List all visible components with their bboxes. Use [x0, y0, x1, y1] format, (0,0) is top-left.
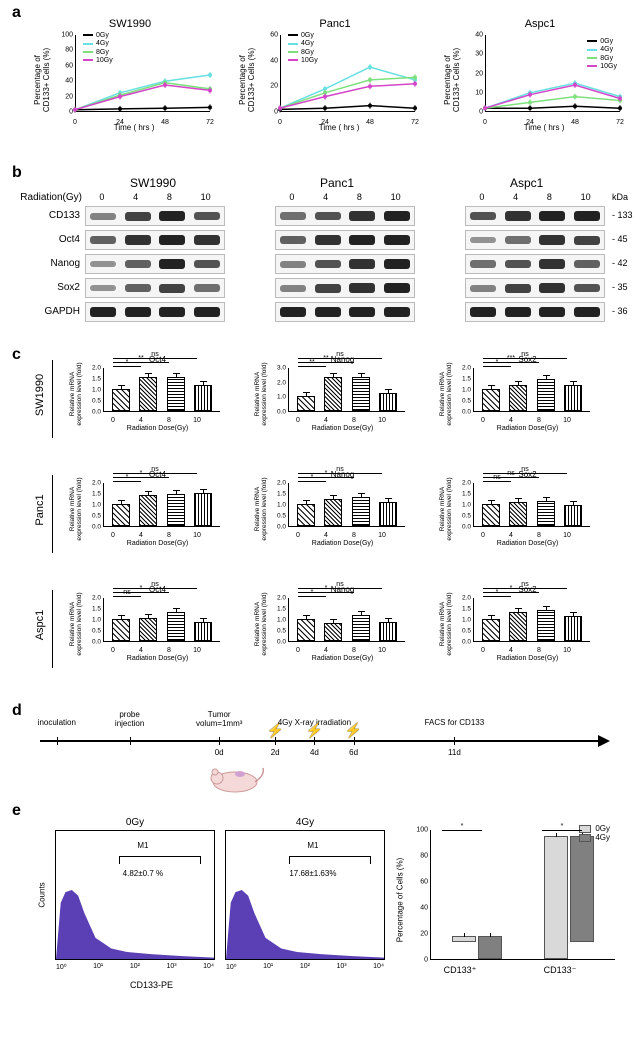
barchart-aspc1-oct4: Oct4Relative mRNA expression level (fold…: [75, 590, 225, 660]
kda-header: kDa: [612, 192, 628, 202]
wb-band-panc1-sox2: [275, 278, 415, 298]
wb-row-label-cd133: CD133: [30, 210, 80, 221]
wb-band-sw1990-sox2: [85, 278, 225, 298]
bolt-icon: ⚡: [345, 722, 362, 739]
cd133-group-1: CD133⁻: [544, 965, 577, 976]
facs-0gy: 0GyM14.82±0.7 %Counts10⁰10¹10²10³10⁴: [55, 830, 215, 960]
cd133-barchart: Percentage of Cells (%) 0Gy4Gy CD133⁺*CD…: [400, 820, 620, 980]
wb-band-aspc1-oct4: [465, 230, 605, 250]
kda-36: - 36: [612, 306, 628, 316]
kda-35: - 35: [612, 282, 628, 292]
barchart-panc1-nanog: NanogRelative mRNA expression level (fol…: [260, 475, 410, 545]
wb-band-panc1-cd133: [275, 206, 415, 226]
facs-4gy: 4GyM117.68±1.63%10⁰10¹10²10³10⁴: [225, 830, 385, 960]
panel-d-label: d: [12, 702, 22, 720]
wb-band-aspc1-cd133: [465, 206, 605, 226]
wb-band-sw1990-cd133: [85, 206, 225, 226]
timeline: inoculation probe injection Tumor volum=1m…: [40, 710, 610, 770]
panel-e-label: e: [12, 802, 21, 820]
linechart-aspc1: Aspc1Percentage of CD133+ Cells (%)Time …: [455, 30, 625, 130]
cd133-group-0: CD133⁺: [444, 965, 477, 976]
barchart-sw1990-nanog: NanogRelative mRNA expression level (fol…: [260, 360, 410, 430]
row-label-sw1990: SW1990: [34, 374, 46, 416]
timeline-label: probe injection: [115, 710, 144, 728]
barchart-panc1-oct4: Oct4Relative mRNA expression level (fold…: [75, 475, 225, 545]
wb-row-label-oct4: Oct4: [30, 234, 80, 245]
wb-band-aspc1-nanog: [465, 254, 605, 274]
panel-a-label: a: [12, 4, 21, 22]
wb-row-label-sox2: Sox2: [30, 282, 80, 293]
timeline-label: Tumor volum=1mm³: [196, 710, 242, 728]
kda-42: - 42: [612, 258, 628, 268]
wb-band-sw1990-nanog: [85, 254, 225, 274]
barchart-sw1990-sox2: Sox2Relative mRNA expression level (fold…: [445, 360, 595, 430]
cd133-bar-ylabel: Percentage of Cells (%): [396, 858, 405, 942]
barchart-aspc1-sox2: Sox2Relative mRNA expression level (fold…: [445, 590, 595, 660]
wb-band-panc1-oct4: [275, 230, 415, 250]
wb-lanes-aspc1: 04810: [465, 192, 605, 202]
timeline-day: 2d: [271, 748, 280, 757]
wb-band-sw1990-gapdh: [85, 302, 225, 322]
timeline-label: FACS for CD133: [425, 718, 485, 727]
barchart-aspc1-nanog: NanogRelative mRNA expression level (fol…: [260, 590, 410, 660]
kda-45: - 45: [612, 234, 628, 244]
legend-item: 4Gy: [579, 833, 610, 842]
panel-c-label: c: [12, 346, 21, 364]
linechart-sw1990: SW1990Percentage of CD133+ Cells (%)Time…: [45, 30, 215, 130]
wb-row-label-gapdh: GAPDH: [30, 306, 80, 317]
wb-band-panc1-gapdh: [275, 302, 415, 322]
wb-lanes-panc1: 04810: [275, 192, 415, 202]
wb-title-sw1990: SW1990: [130, 176, 176, 190]
wb-band-panc1-nanog: [275, 254, 415, 274]
wb-lanes-sw1990: 04810: [85, 192, 225, 202]
wb-band-sw1990-oct4: [85, 230, 225, 250]
wb-band-aspc1-gapdh: [465, 302, 605, 322]
timeline-day: 11d: [448, 748, 461, 757]
wb-title-aspc1: Aspc1: [510, 176, 543, 190]
timeline-day: 0d: [215, 748, 224, 757]
barchart-sw1990-oct4: Oct4Relative mRNA expression level (fold…: [75, 360, 225, 430]
row-label-aspc1: Aspc1: [34, 610, 46, 641]
timeline-label: inoculation: [38, 718, 76, 727]
bolt-icon: ⚡: [306, 722, 323, 739]
kda-133: - 133: [612, 210, 633, 220]
row-label-panc1: Panc1: [34, 494, 46, 525]
mouse-icon: [205, 760, 265, 795]
facs-xlabel: CD133-PE: [130, 980, 173, 990]
legend-item: 0Gy: [579, 824, 610, 833]
timeline-day: 6d: [349, 748, 358, 757]
timeline-day: 4d: [310, 748, 319, 757]
barchart-panc1-sox2: Sox2Relative mRNA expression level (fold…: [445, 475, 595, 545]
wb-band-aspc1-sox2: [465, 278, 605, 298]
linechart-panc1: Panc1Percentage of CD133+ Cells (%)Time …: [250, 30, 420, 130]
wb-radiation-label: Radiation(Gy): [12, 192, 82, 203]
wb-title-panc1: Panc1: [320, 176, 354, 190]
wb-row-label-nanog: Nanog: [30, 258, 80, 269]
panel-b-label: b: [12, 164, 22, 182]
